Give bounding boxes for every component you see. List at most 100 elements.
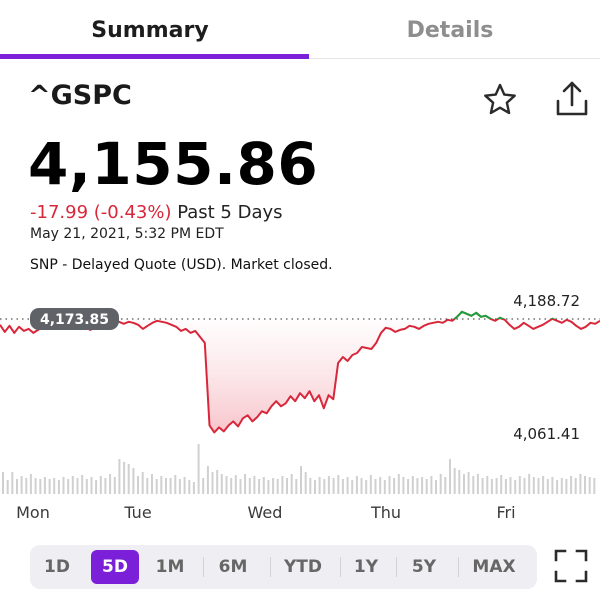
volume-bar bbox=[449, 459, 451, 494]
volume-bar bbox=[365, 480, 368, 494]
volume-bar bbox=[421, 477, 424, 494]
volume-bar bbox=[439, 474, 442, 494]
fullscreen-icon bbox=[554, 549, 588, 583]
volume-bar bbox=[53, 478, 56, 494]
volume-bar bbox=[346, 477, 349, 494]
range-1y[interactable]: 1Y bbox=[353, 557, 379, 577]
volume-bar bbox=[211, 472, 214, 494]
range-1m[interactable]: 1M bbox=[155, 557, 185, 577]
volume-bar bbox=[486, 476, 489, 494]
volume-bar bbox=[113, 477, 116, 494]
volume-bar bbox=[518, 476, 521, 494]
volume-bar bbox=[174, 475, 177, 494]
tab-details[interactable]: Details bbox=[406, 18, 494, 43]
range-6m[interactable]: 6M bbox=[218, 557, 248, 577]
volume-bar bbox=[281, 476, 284, 494]
volume-bars bbox=[2, 444, 596, 494]
volume-bar bbox=[202, 478, 205, 494]
volume-bar bbox=[411, 476, 414, 494]
volume-bar bbox=[579, 474, 582, 494]
range-1d[interactable]: 1D bbox=[44, 557, 70, 577]
volume-bar bbox=[62, 477, 65, 494]
x-label-wed: Wed bbox=[248, 503, 283, 522]
quote-timestamp: May 21, 2021, 5:32 PM EDT bbox=[30, 226, 224, 242]
volume-bar bbox=[137, 476, 139, 494]
volume-bar bbox=[570, 476, 573, 494]
volume-bar bbox=[141, 472, 144, 494]
volume-bar bbox=[57, 480, 60, 494]
volume-bar bbox=[127, 464, 130, 494]
star-icon bbox=[484, 83, 516, 115]
range-selector: 1D 5D 1M 6M YTD 1Y 5Y MAX bbox=[30, 545, 537, 589]
range-max[interactable]: MAX bbox=[472, 557, 516, 577]
low-label: 4,061.41 bbox=[513, 425, 580, 443]
range-separator bbox=[340, 557, 341, 577]
volume-bar bbox=[151, 474, 153, 494]
volume-bar bbox=[435, 480, 437, 494]
volume-bar bbox=[388, 476, 391, 494]
volume-bar bbox=[16, 479, 18, 494]
volume-bar bbox=[593, 478, 596, 494]
volume-bar bbox=[584, 476, 586, 494]
volume-bar bbox=[188, 480, 191, 494]
volume-bar bbox=[20, 476, 23, 494]
range-5d[interactable]: 5D bbox=[91, 550, 139, 584]
volume-bar bbox=[225, 476, 228, 494]
volume-bar bbox=[332, 478, 335, 494]
volume-bar bbox=[29, 474, 32, 494]
volume-bar bbox=[309, 478, 312, 494]
volume-bar bbox=[230, 478, 233, 494]
range-ytd[interactable]: YTD bbox=[283, 557, 323, 577]
ticker-symbol: ^GSPC bbox=[28, 80, 132, 111]
volume-bar bbox=[476, 474, 479, 494]
volume-bar bbox=[34, 478, 37, 494]
volume-bar bbox=[537, 478, 540, 494]
range-separator bbox=[458, 557, 459, 577]
volume-bar bbox=[25, 478, 28, 494]
volume-bar bbox=[272, 478, 275, 494]
volume-bar bbox=[6, 480, 9, 494]
volume-bar bbox=[565, 479, 568, 494]
x-label-thu: Thu bbox=[370, 503, 401, 522]
watchlist-star-button[interactable] bbox=[480, 80, 520, 120]
volume-bar bbox=[323, 479, 326, 494]
range-separator bbox=[203, 557, 204, 577]
volume-bar bbox=[379, 477, 382, 494]
volume-bar bbox=[2, 472, 4, 494]
volume-bar bbox=[560, 478, 563, 494]
volume-bar bbox=[383, 480, 386, 494]
volume-bar bbox=[169, 478, 172, 494]
volume-bar bbox=[453, 468, 456, 494]
below-baseline-fill bbox=[0, 319, 600, 433]
price-change-row: -17.99 (-0.43%) Past 5 Days bbox=[30, 202, 283, 223]
volume-bar bbox=[76, 478, 79, 494]
volume-bar bbox=[588, 477, 591, 494]
share-button[interactable] bbox=[552, 78, 592, 120]
volume-bar bbox=[500, 475, 503, 494]
volume-bar bbox=[234, 475, 237, 494]
volume-bar bbox=[481, 478, 484, 494]
x-label-fri: Fri bbox=[496, 503, 515, 522]
tab-summary[interactable]: Summary bbox=[91, 18, 209, 43]
active-tab-indicator bbox=[0, 54, 309, 59]
volume-bar bbox=[248, 478, 251, 494]
volume-bar bbox=[276, 479, 279, 494]
volume-bar bbox=[425, 479, 428, 494]
volume-bar bbox=[463, 474, 465, 494]
range-5y[interactable]: 5Y bbox=[411, 557, 437, 577]
volume-bar bbox=[369, 475, 372, 494]
volume-bar bbox=[99, 476, 102, 494]
volume-bar bbox=[253, 476, 256, 494]
x-label-mon: Mon bbox=[16, 503, 50, 522]
volume-bar bbox=[81, 475, 84, 494]
volume-bar bbox=[192, 482, 195, 494]
volume-bar bbox=[90, 477, 93, 494]
price-chart[interactable]: 4,173.85 4,188.72 4,061.41 Mon Tue Wed T… bbox=[0, 290, 600, 530]
volume-bar bbox=[523, 478, 526, 494]
price-change: -17.99 (-0.43%) bbox=[30, 202, 172, 223]
fullscreen-button[interactable] bbox=[553, 548, 589, 584]
volume-bar bbox=[546, 479, 549, 494]
volume-bar bbox=[304, 472, 307, 494]
volume-bar bbox=[132, 468, 135, 494]
volume-bar bbox=[355, 476, 358, 494]
